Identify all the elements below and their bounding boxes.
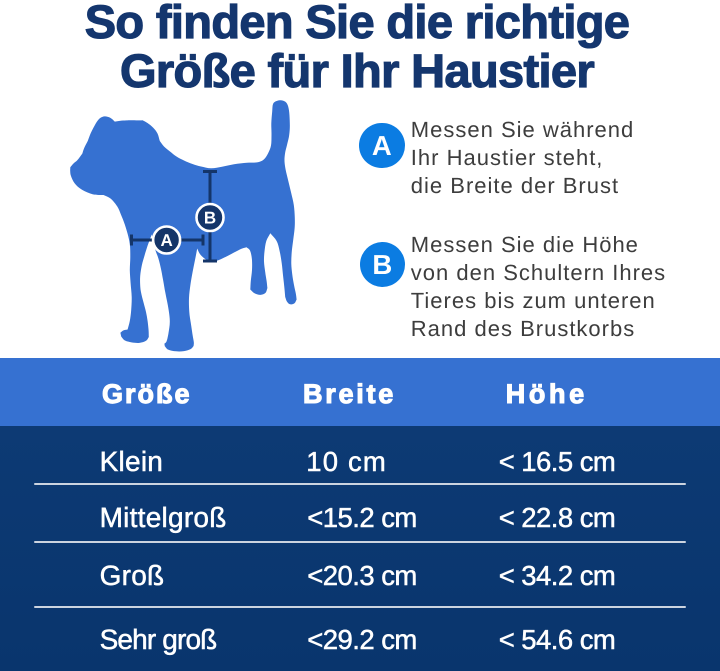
svg-text:A: A: [160, 231, 172, 250]
svg-text:B: B: [204, 209, 216, 228]
